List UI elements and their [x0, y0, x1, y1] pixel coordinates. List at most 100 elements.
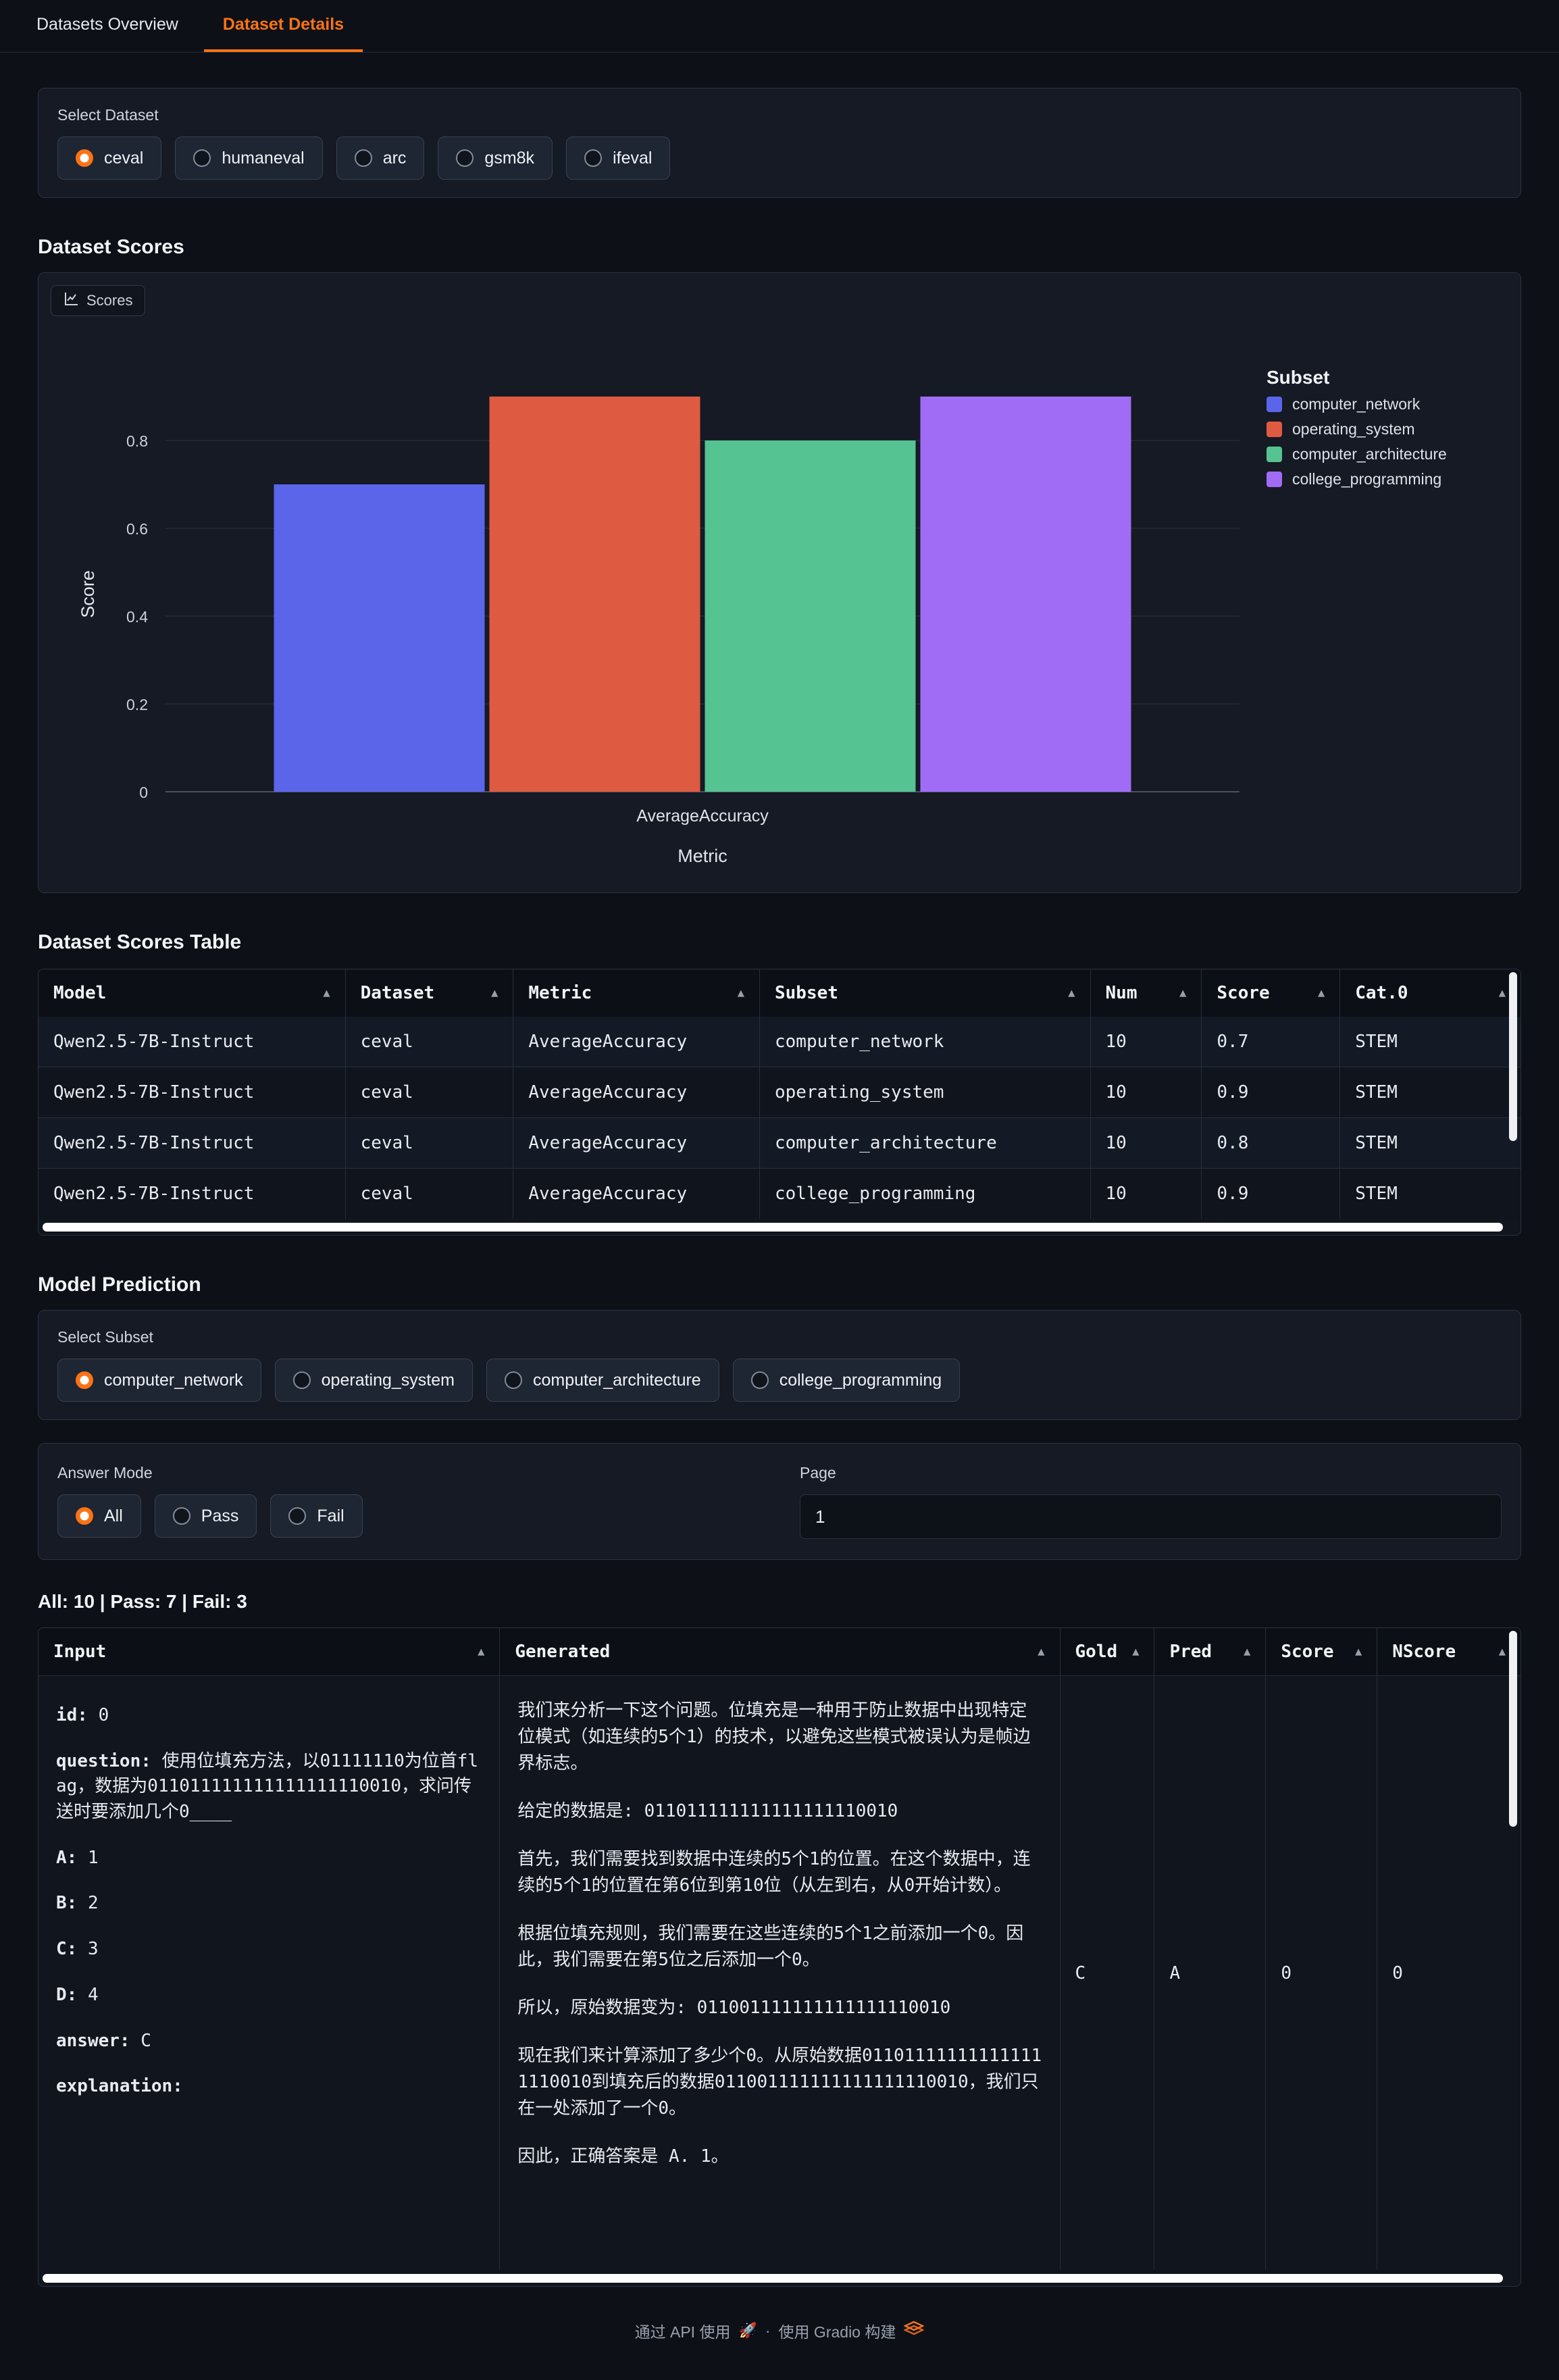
- cell[interactable]: Qwen2.5-7B-Instruct: [39, 1017, 346, 1067]
- sort-arrow-icon[interactable]: ▲: [1038, 1645, 1045, 1659]
- vertical-scrollbar[interactable]: [1509, 972, 1517, 1141]
- radio-option-ifeval[interactable]: ifeval: [566, 136, 671, 180]
- column-header-dataset[interactable]: Dataset ▲: [345, 969, 514, 1017]
- footer-built-text[interactable]: 使用 Gradio 构建: [778, 2323, 896, 2341]
- column-header-subset[interactable]: Subset ▲: [760, 969, 1091, 1017]
- sort-arrow-icon[interactable]: ▲: [1132, 1645, 1140, 1659]
- cell[interactable]: STEM: [1355, 1032, 1398, 1052]
- cell[interactable]: 0.9: [1202, 1169, 1341, 1219]
- bar-computer_network[interactable]: [274, 484, 485, 792]
- scores-chip-button[interactable]: Scores: [51, 285, 146, 316]
- cell[interactable]: computer_network: [760, 1017, 1091, 1067]
- bar-operating_system[interactable]: [489, 397, 700, 792]
- tab-dataset-details[interactable]: Dataset Details: [203, 0, 363, 52]
- select-dataset-radio-group: ceval humaneval arc gsm8k ifeval: [57, 136, 1502, 180]
- sort-arrow-icon[interactable]: ▲: [1354, 1645, 1362, 1659]
- legend-label[interactable]: computer_architecture: [1292, 445, 1447, 463]
- bar-college_programming[interactable]: [920, 397, 1131, 792]
- cell[interactable]: Qwen2.5-7B-Instruct: [39, 1067, 346, 1117]
- column-header-pred[interactable]: Pred ▲: [1154, 1628, 1267, 1675]
- nscore-cell[interactable]: 0: [1392, 1963, 1403, 1983]
- radio-option-operating-system[interactable]: operating_system: [274, 1359, 473, 1402]
- legend-label[interactable]: computer_network: [1292, 395, 1421, 413]
- score-cell[interactable]: 0: [1266, 1676, 1378, 2270]
- radio-option-pass[interactable]: Pass: [154, 1494, 257, 1538]
- column-header-input[interactable]: Input ▲: [39, 1628, 501, 1675]
- gold-cell[interactable]: C: [1060, 1676, 1155, 2270]
- radio-option-fail[interactable]: Fail: [270, 1494, 363, 1538]
- radio-option-computer-network[interactable]: computer_network: [57, 1359, 261, 1402]
- cell[interactable]: STEM: [1355, 1133, 1398, 1153]
- column-header-metric[interactable]: Metric ▲: [513, 969, 760, 1017]
- radio-option-all[interactable]: All: [57, 1494, 141, 1538]
- radio-option-label: humaneval: [222, 148, 305, 168]
- radio-unselected-icon: [750, 1371, 769, 1389]
- cell[interactable]: AverageAccuracy: [513, 1017, 760, 1067]
- cell[interactable]: operating_system: [760, 1067, 1091, 1117]
- cell[interactable]: STEM: [1355, 1082, 1398, 1103]
- cell[interactable]: ceval: [346, 1118, 514, 1168]
- radio-option-gsm8k[interactable]: gsm8k: [438, 136, 553, 180]
- pred-cell[interactable]: A: [1154, 1676, 1267, 2270]
- legend-swatch-computer_architecture[interactable]: [1267, 447, 1282, 462]
- footer-api-text[interactable]: 通过 API 使用: [634, 2323, 731, 2341]
- cell[interactable]: STEM: [1355, 1184, 1398, 1204]
- page-input[interactable]: [800, 1494, 1502, 1539]
- sort-arrow-icon[interactable]: ▲: [1179, 986, 1187, 1000]
- cell[interactable]: ceval: [346, 1169, 514, 1219]
- column-header-num[interactable]: Num ▲: [1090, 969, 1202, 1017]
- cell[interactable]: AverageAccuracy: [513, 1169, 760, 1219]
- column-header-cat-0[interactable]: Cat.0 ▲: [1340, 969, 1520, 1017]
- cell[interactable]: Qwen2.5-7B-Instruct: [39, 1169, 346, 1219]
- radio-option-arc[interactable]: arc: [336, 136, 425, 180]
- bar-computer_architecture[interactable]: [705, 440, 916, 792]
- cell[interactable]: ceval: [346, 1017, 514, 1067]
- cell[interactable]: 10: [1091, 1067, 1202, 1117]
- sort-arrow-icon[interactable]: ▲: [737, 986, 744, 1000]
- sort-arrow-icon[interactable]: ▲: [323, 986, 330, 1000]
- sort-arrow-icon[interactable]: ▲: [491, 986, 499, 1000]
- legend-label[interactable]: operating_system: [1292, 420, 1415, 438]
- cell[interactable]: computer_architecture: [760, 1118, 1091, 1168]
- radio-option-college-programming[interactable]: college_programming: [732, 1359, 961, 1402]
- cell[interactable]: 0.7: [1202, 1017, 1341, 1067]
- vertical-scrollbar[interactable]: [1509, 1631, 1517, 1827]
- cell[interactable]: 10: [1091, 1169, 1202, 1219]
- column-header-score[interactable]: Score ▲: [1202, 969, 1341, 1017]
- generated-cell[interactable]: 我们来分析一下这个问题。位填充是一种用于防止数据中出现特定位模式（如连续的5个1…: [500, 1676, 1060, 2270]
- sort-arrow-icon[interactable]: ▲: [1498, 1645, 1506, 1659]
- sort-arrow-icon[interactable]: ▲: [1068, 986, 1075, 1000]
- cell[interactable]: AverageAccuracy: [513, 1067, 760, 1117]
- legend-swatch-operating_system[interactable]: [1267, 422, 1282, 437]
- cell[interactable]: 0.9: [1202, 1067, 1341, 1117]
- y-tick-label: 0.8: [126, 432, 148, 450]
- radio-option-humaneval[interactable]: humaneval: [175, 136, 323, 180]
- cell[interactable]: college_programming: [760, 1169, 1091, 1219]
- column-header-generated[interactable]: Generated ▲: [500, 1628, 1060, 1675]
- horizontal-scrollbar[interactable]: [43, 1223, 1503, 1232]
- sort-arrow-icon[interactable]: ▲: [1498, 986, 1506, 1000]
- legend-label[interactable]: college_programming: [1292, 470, 1441, 488]
- legend-swatch-college_programming[interactable]: [1267, 472, 1282, 487]
- legend-swatch-computer_network[interactable]: [1267, 397, 1282, 412]
- cell[interactable]: Qwen2.5-7B-Instruct: [39, 1118, 346, 1168]
- cell[interactable]: ceval: [346, 1067, 514, 1117]
- cell[interactable]: 0.8: [1202, 1118, 1341, 1168]
- sort-arrow-icon[interactable]: ▲: [478, 1645, 485, 1659]
- cell[interactable]: AverageAccuracy: [513, 1118, 760, 1168]
- horizontal-scrollbar[interactable]: [43, 2274, 1503, 2283]
- radio-option-ceval[interactable]: ceval: [57, 136, 162, 180]
- prediction-table: Input ▲ Generated ▲ Gold ▲ Pred ▲ Score ▲ NScore ▲ …: [38, 1627, 1521, 2287]
- cell[interactable]: 10: [1091, 1118, 1202, 1168]
- radio-option-computer-architecture[interactable]: computer_architecture: [486, 1359, 719, 1402]
- sort-arrow-icon[interactable]: ▲: [1244, 1645, 1251, 1659]
- column-header-nscore[interactable]: NScore ▲: [1377, 1628, 1520, 1675]
- column-label: NScore: [1392, 1642, 1456, 1662]
- column-header-model[interactable]: Model ▲: [39, 969, 346, 1017]
- column-header-score[interactable]: Score ▲: [1266, 1628, 1378, 1675]
- sort-arrow-icon[interactable]: ▲: [1317, 986, 1325, 1000]
- cell[interactable]: 10: [1091, 1017, 1202, 1067]
- tab-datasets-overview[interactable]: Datasets Overview: [36, 15, 178, 34]
- input-cell[interactable]: id: 0 question: 使用位填充方法，以01111110为位首flag，…: [39, 1676, 501, 2270]
- column-header-gold[interactable]: Gold ▲: [1060, 1628, 1155, 1675]
